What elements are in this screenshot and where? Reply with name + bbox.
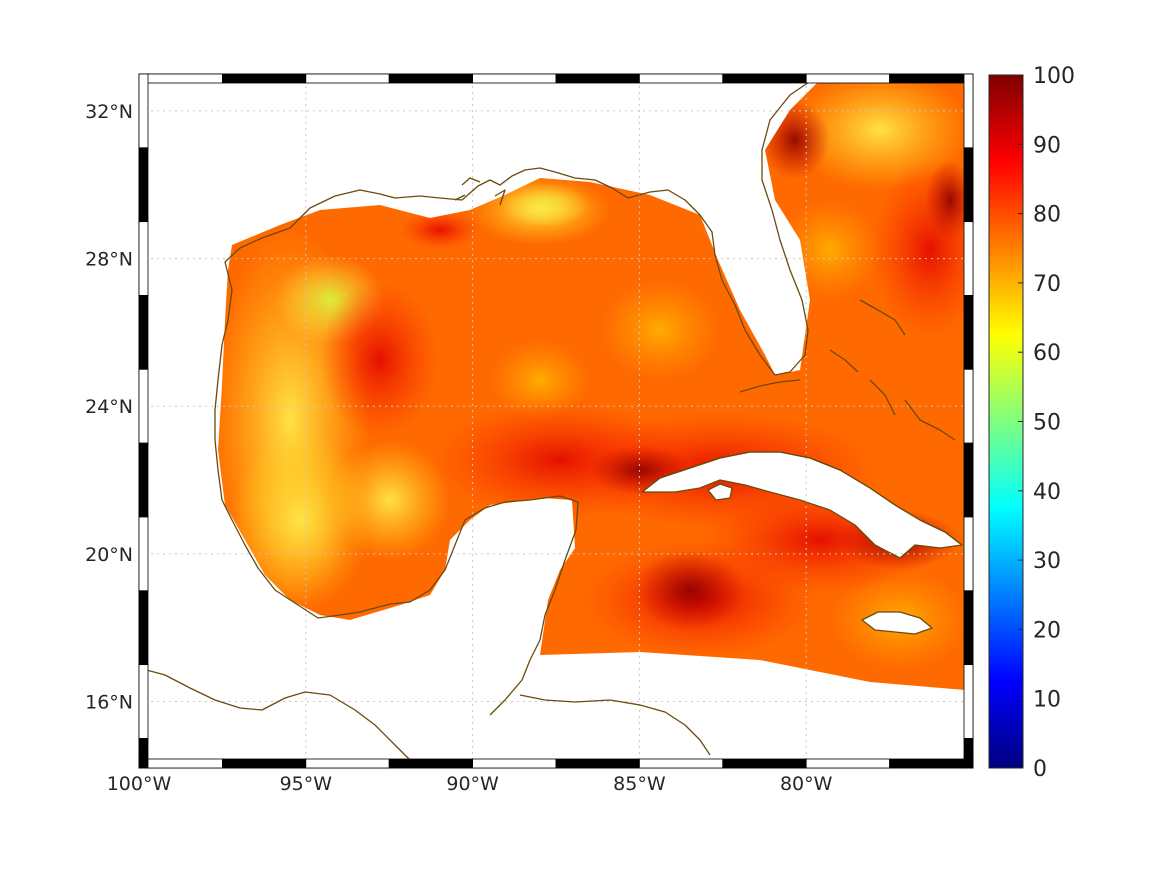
- frame-segment-bottom: [722, 758, 807, 769]
- coastline-gulf-north: [224, 79, 813, 376]
- frame-segment-left: [138, 664, 149, 739]
- frame-segment-bottom: [805, 758, 891, 769]
- frame-segment-top: [805, 73, 891, 84]
- frame-segment-left: [138, 147, 149, 223]
- frame-segment-left: [138, 516, 149, 592]
- coastline-florida-keys: [739, 379, 801, 393]
- frame-segment-left: [138, 738, 149, 769]
- frame-segment-left: [138, 221, 149, 296]
- land-masks: [641, 451, 963, 635]
- frame-segment-top: [221, 73, 307, 84]
- frame-segment-right: [963, 368, 974, 444]
- colorbar-tick-label-0: 0: [1033, 757, 1047, 782]
- y-tick-label-2: 24°N: [85, 396, 133, 418]
- frame-segment-right: [963, 295, 974, 370]
- y-tick-label-4: 16°N: [85, 692, 133, 714]
- frame-segment-bottom: [472, 758, 557, 769]
- frame-segment-top: [722, 73, 807, 84]
- frame-segment-right: [963, 221, 974, 296]
- x-tick-labels: 100°W 95°W 90°W 85°W 80°W: [107, 773, 833, 795]
- colorbar-tick-label-1: 10: [1033, 688, 1061, 713]
- frame-segment-top: [889, 73, 974, 84]
- frame-segment-bottom: [639, 758, 724, 769]
- frame-segment-left: [138, 442, 149, 518]
- frame-segment-right: [963, 738, 974, 769]
- coastlines: [139, 79, 963, 768]
- frame-segment-right: [963, 590, 974, 666]
- colorbar-tick-label-6: 60: [1033, 341, 1061, 366]
- frame-segment-bottom: [555, 758, 640, 769]
- frame-segment-top: [639, 73, 724, 84]
- frame-segment-left: [138, 368, 149, 444]
- colorbar-tick-label-2: 20: [1033, 618, 1061, 643]
- coastline-central-america: [139, 667, 421, 768]
- colorbar-tick-label-7: 70: [1033, 272, 1061, 297]
- colorbar-ticks: 0 10 20 30 40 50 60 70 80 90 100: [1018, 64, 1075, 782]
- frame-segment-bottom: [305, 758, 390, 769]
- frame-segment-right: [963, 516, 974, 592]
- frame-segment-left: [138, 73, 149, 149]
- frame-segment-top: [555, 73, 640, 84]
- frame-segment-left: [138, 590, 149, 666]
- frame-segment-top: [388, 73, 474, 84]
- frame-segment-bottom: [889, 758, 974, 769]
- frame-segment-right: [963, 147, 974, 223]
- y-tick-label-3: 20°N: [85, 544, 133, 566]
- colorbar-tick-label-5: 50: [1033, 411, 1061, 436]
- x-tick-label-3: 85°W: [613, 773, 666, 795]
- colorbar-tick-label-3: 30: [1033, 549, 1061, 574]
- colorbar-tick-label-4: 40: [1033, 480, 1061, 505]
- coastline-mexico-west: [214, 289, 579, 716]
- colorbar-tick-label-9: 90: [1033, 133, 1061, 158]
- coastline-honduras: [519, 694, 711, 756]
- y-tick-label-0: 32°N: [85, 101, 133, 123]
- frame-segment-top: [305, 73, 390, 84]
- x-tick-label-2: 90°W: [446, 773, 499, 795]
- jamaica-landmass: [861, 611, 933, 635]
- frame-segment-left: [138, 295, 149, 370]
- colorbar-tick-label-10: 100: [1033, 64, 1075, 89]
- frame-segment-bottom: [221, 758, 307, 769]
- coastline-cuba: [641, 451, 963, 546]
- frame-border: [138, 73, 974, 769]
- x-tick-label-4: 80°W: [780, 773, 833, 795]
- y-tick-label-1: 28°N: [85, 249, 133, 271]
- coastline-bahamas: [829, 299, 956, 441]
- isle-of-youth-landmass: [707, 483, 733, 501]
- data-field: [218, 82, 965, 690]
- frame-segment-top: [138, 73, 223, 84]
- y-tick-labels: 32°N 28°N 24°N 20°N 16°N: [85, 101, 133, 714]
- frame-segment-bottom: [138, 758, 223, 769]
- frame-segment-right: [963, 664, 974, 739]
- frame-segment-right: [963, 442, 974, 518]
- x-tick-label-1: 95°W: [280, 773, 333, 795]
- frame-segment-bottom: [388, 758, 474, 769]
- colorbar-gradient: [988, 74, 1024, 769]
- frame-segment-right: [963, 73, 974, 149]
- colorbar-tick-label-8: 80: [1033, 203, 1061, 228]
- colorbar: 0 10 20 30 40 50 60 70 80 90 100: [988, 64, 1075, 782]
- frame-segment-top: [472, 73, 557, 84]
- coastline-louisiana-islands: [454, 177, 506, 206]
- x-tick-label-0: 100°W: [107, 773, 172, 795]
